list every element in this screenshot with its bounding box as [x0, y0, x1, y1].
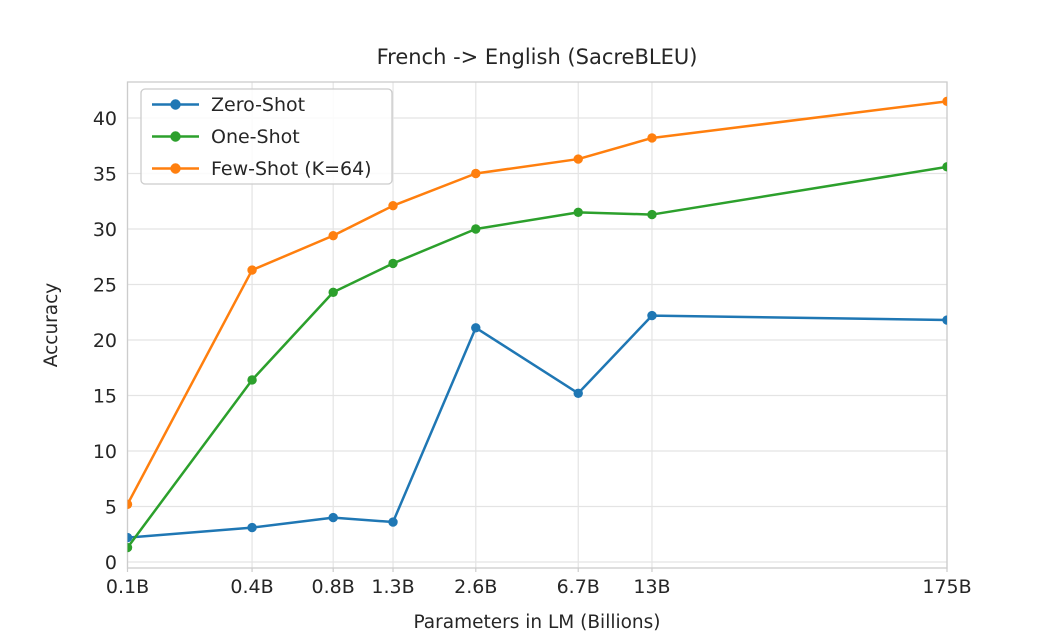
data-point-one-shot-0.8B — [328, 287, 338, 297]
data-point-few-shot-k-64-13B — [647, 133, 657, 143]
data-point-zero-shot-0.8B — [328, 512, 338, 523]
legend-box — [140, 88, 393, 185]
chart-title: French -> English (SacreBLEU) — [377, 45, 698, 69]
data-point-zero-shot-175B — [942, 315, 947, 325]
tick-layer: 0 5 10 15 20 25 30 35 40 0.1B 0.4B 0.8B 1.3B 2.6B 6.7B… — [93, 108, 972, 598]
y-tick-label: 40 — [93, 108, 117, 130]
legend: Zero-Shot One-Shot Few-Shot (K=64) — [140, 88, 393, 185]
legend-item: Few-Shot (K=64) — [152, 158, 372, 180]
x-tick-label: 13B — [633, 576, 670, 598]
data-point-few-shot-k-64-6.7B — [573, 154, 583, 164]
y-tick-label: 30 — [93, 219, 117, 241]
data-point-one-shot-6.7B — [573, 207, 583, 218]
legend-label: Few-Shot (K=64) — [211, 158, 372, 180]
legend-label: Zero-Shot — [211, 94, 305, 116]
y-tick-label: 0 — [105, 552, 117, 574]
data-point-one-shot-0.1B — [127, 542, 133, 553]
x-axis-label: Parameters in LM (Billions) — [413, 612, 660, 633]
series-zero-shot — [127, 310, 947, 543]
series-few-shot-k-64-line — [127, 100, 947, 506]
legend-marker-dot — [170, 163, 181, 174]
series-layer — [127, 96, 947, 553]
y-tick-label: 15 — [93, 386, 117, 408]
legend-marker-dot — [170, 99, 181, 110]
data-point-zero-shot-0.1B — [127, 532, 133, 543]
data-point-one-shot-2.6B — [471, 224, 481, 234]
data-point-one-shot-1.3B — [388, 258, 398, 269]
y-tick-label: 25 — [93, 275, 117, 297]
legend-marker-dot — [170, 131, 181, 142]
x-tick-label: 0.8B — [312, 576, 355, 598]
y-tick-label: 5 — [105, 497, 117, 519]
data-point-few-shot-k-64-1.3B — [388, 200, 398, 211]
series-one-shot-line — [127, 165, 947, 549]
x-tick-label: 1.3B — [371, 576, 414, 598]
legend-label: One-Shot — [211, 126, 300, 148]
data-point-few-shot-k-64-0.4B — [247, 265, 257, 275]
data-point-few-shot-k-64-0.8B — [328, 230, 338, 241]
legend-item: Zero-Shot — [152, 94, 305, 116]
data-point-zero-shot-13B — [647, 310, 657, 321]
series-one-shot — [127, 162, 947, 553]
data-point-zero-shot-6.7B — [573, 388, 583, 398]
data-point-one-shot-175B — [942, 162, 947, 172]
data-point-few-shot-k-64-0.1B — [127, 499, 133, 509]
x-tick-label: 175B — [922, 576, 971, 598]
y-tick-label: 35 — [93, 164, 117, 186]
plot-border — [126, 81, 948, 569]
x-tick-label: 2.6B — [454, 576, 497, 598]
y-axis-label: Accuracy — [41, 283, 62, 368]
data-point-one-shot-13B — [647, 209, 657, 220]
series-few-shot-k-64 — [127, 96, 947, 509]
x-tick-label: 6.7B — [557, 576, 600, 598]
data-point-zero-shot-0.4B — [247, 522, 257, 533]
series-zero-shot-line — [127, 314, 947, 539]
data-point-one-shot-0.4B — [247, 375, 257, 385]
data-point-few-shot-k-64-175B — [942, 96, 947, 107]
y-tick-label: 10 — [93, 441, 117, 463]
y-tick-label: 20 — [93, 330, 117, 352]
legend-item: One-Shot — [152, 126, 300, 148]
data-point-few-shot-k-64-2.6B — [471, 168, 481, 179]
data-point-zero-shot-1.3B — [388, 517, 398, 527]
x-tick-label: 0.4B — [230, 576, 273, 598]
x-tick-label: 0.1B — [106, 576, 149, 598]
data-point-zero-shot-2.6B — [471, 323, 481, 333]
